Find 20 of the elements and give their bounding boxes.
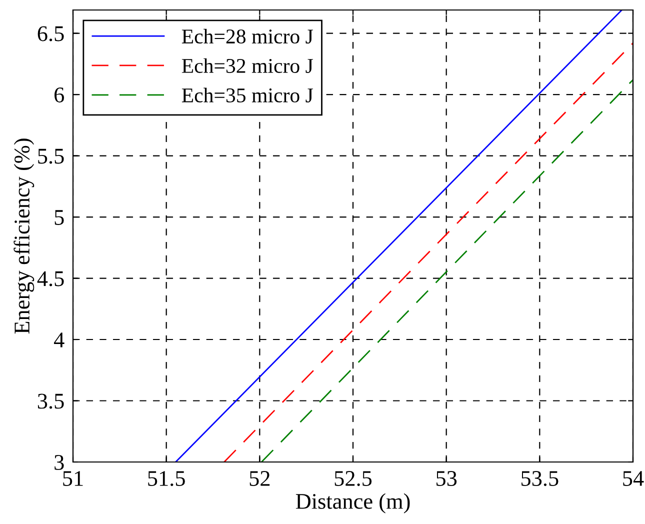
x-axis-title: Distance (m) [296, 493, 410, 514]
x-tick-label: 52 [250, 471, 270, 486]
y-tick-label: 6 [54, 88, 64, 102]
y-axis-title: Energy efficiency (%) [14, 138, 34, 334]
y-tick-label: 4 [54, 332, 64, 348]
y-tick-label: 5 [54, 210, 64, 225]
legend-label: Ech=32 micro J [182, 58, 313, 73]
y-tick-label: 4.5 [37, 271, 64, 286]
legend-label: Ech=35 micro J [182, 88, 313, 102]
x-tick-label: 52.5 [334, 471, 372, 486]
x-tick-label: 51 [63, 471, 83, 486]
legend-label: Ech=28 micro J [182, 28, 313, 44]
x-tick-label: 53 [436, 471, 457, 486]
y-tick-label: 5.5 [38, 148, 64, 164]
x-tick-label: 53.5 [522, 471, 558, 486]
y-tick-label: 3.5 [38, 394, 64, 409]
x-tick-label: 51.5 [148, 471, 185, 486]
y-tick-label: 6.5 [38, 26, 64, 42]
x-tick-label: 54 [623, 471, 644, 486]
y-tick-label: 3 [54, 454, 64, 470]
